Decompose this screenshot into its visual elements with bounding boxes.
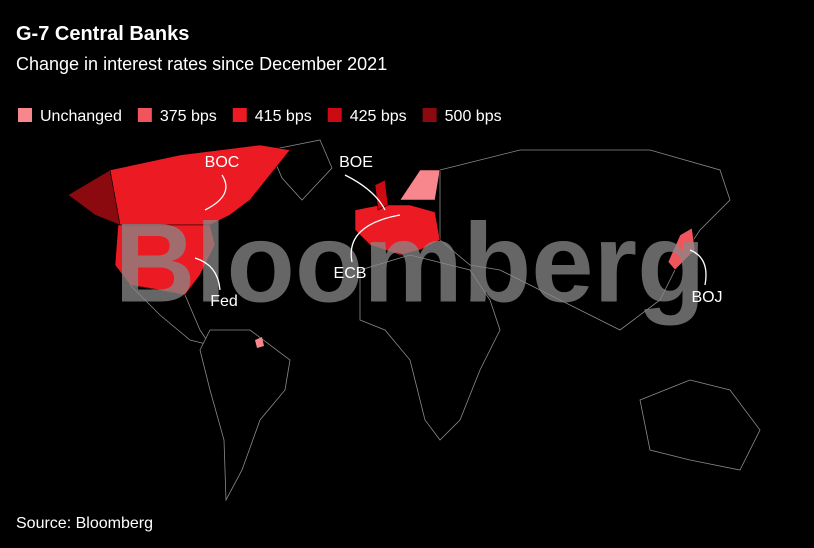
united-kingdom: [374, 179, 389, 211]
legend-swatch: [327, 108, 342, 122]
arrow: [344, 174, 386, 211]
africa: [359, 254, 501, 441]
australia: [639, 379, 761, 471]
legend-label: 500 bps: [445, 108, 502, 125]
united-states: [114, 224, 216, 296]
source: Source: Bloomberg: [16, 515, 153, 532]
legend-label: 425 bps: [350, 108, 407, 125]
arrow: [194, 257, 221, 291]
map-label: BOE: [339, 154, 373, 171]
legend-swatch: [422, 108, 437, 122]
south-america: [199, 329, 291, 502]
title: G-7 Central Banks: [16, 23, 189, 45]
legend-label: 375 bps: [160, 108, 217, 125]
japan: [667, 227, 696, 271]
guiana: [255, 337, 264, 348]
legend-swatch: [137, 108, 152, 122]
legend-swatch: [232, 108, 247, 122]
legend: Unchanged 375 bps 415 bps 425 bps 500 bps: [18, 108, 502, 125]
arrow: [350, 214, 401, 263]
legend-swatch: [18, 108, 32, 122]
map-label: Fed: [210, 293, 238, 310]
euro-area: [354, 204, 441, 256]
world-map: [67, 139, 761, 502]
legend-label: 415 bps: [255, 108, 312, 125]
map-label: BOJ: [691, 289, 722, 306]
arrow: [204, 174, 227, 211]
map-label: BOC: [205, 154, 240, 171]
scandinavia: [399, 169, 441, 201]
asia: [439, 149, 731, 331]
arrow: [689, 249, 707, 286]
annotations: BOC BOE ECB Fed BOJ: [194, 154, 723, 310]
legend-label: Unchanged: [40, 108, 122, 125]
watermark: Bloomberg: [114, 201, 705, 326]
map-label: ECB: [334, 265, 367, 282]
subtitle: Change in interest rates since December …: [16, 54, 387, 74]
